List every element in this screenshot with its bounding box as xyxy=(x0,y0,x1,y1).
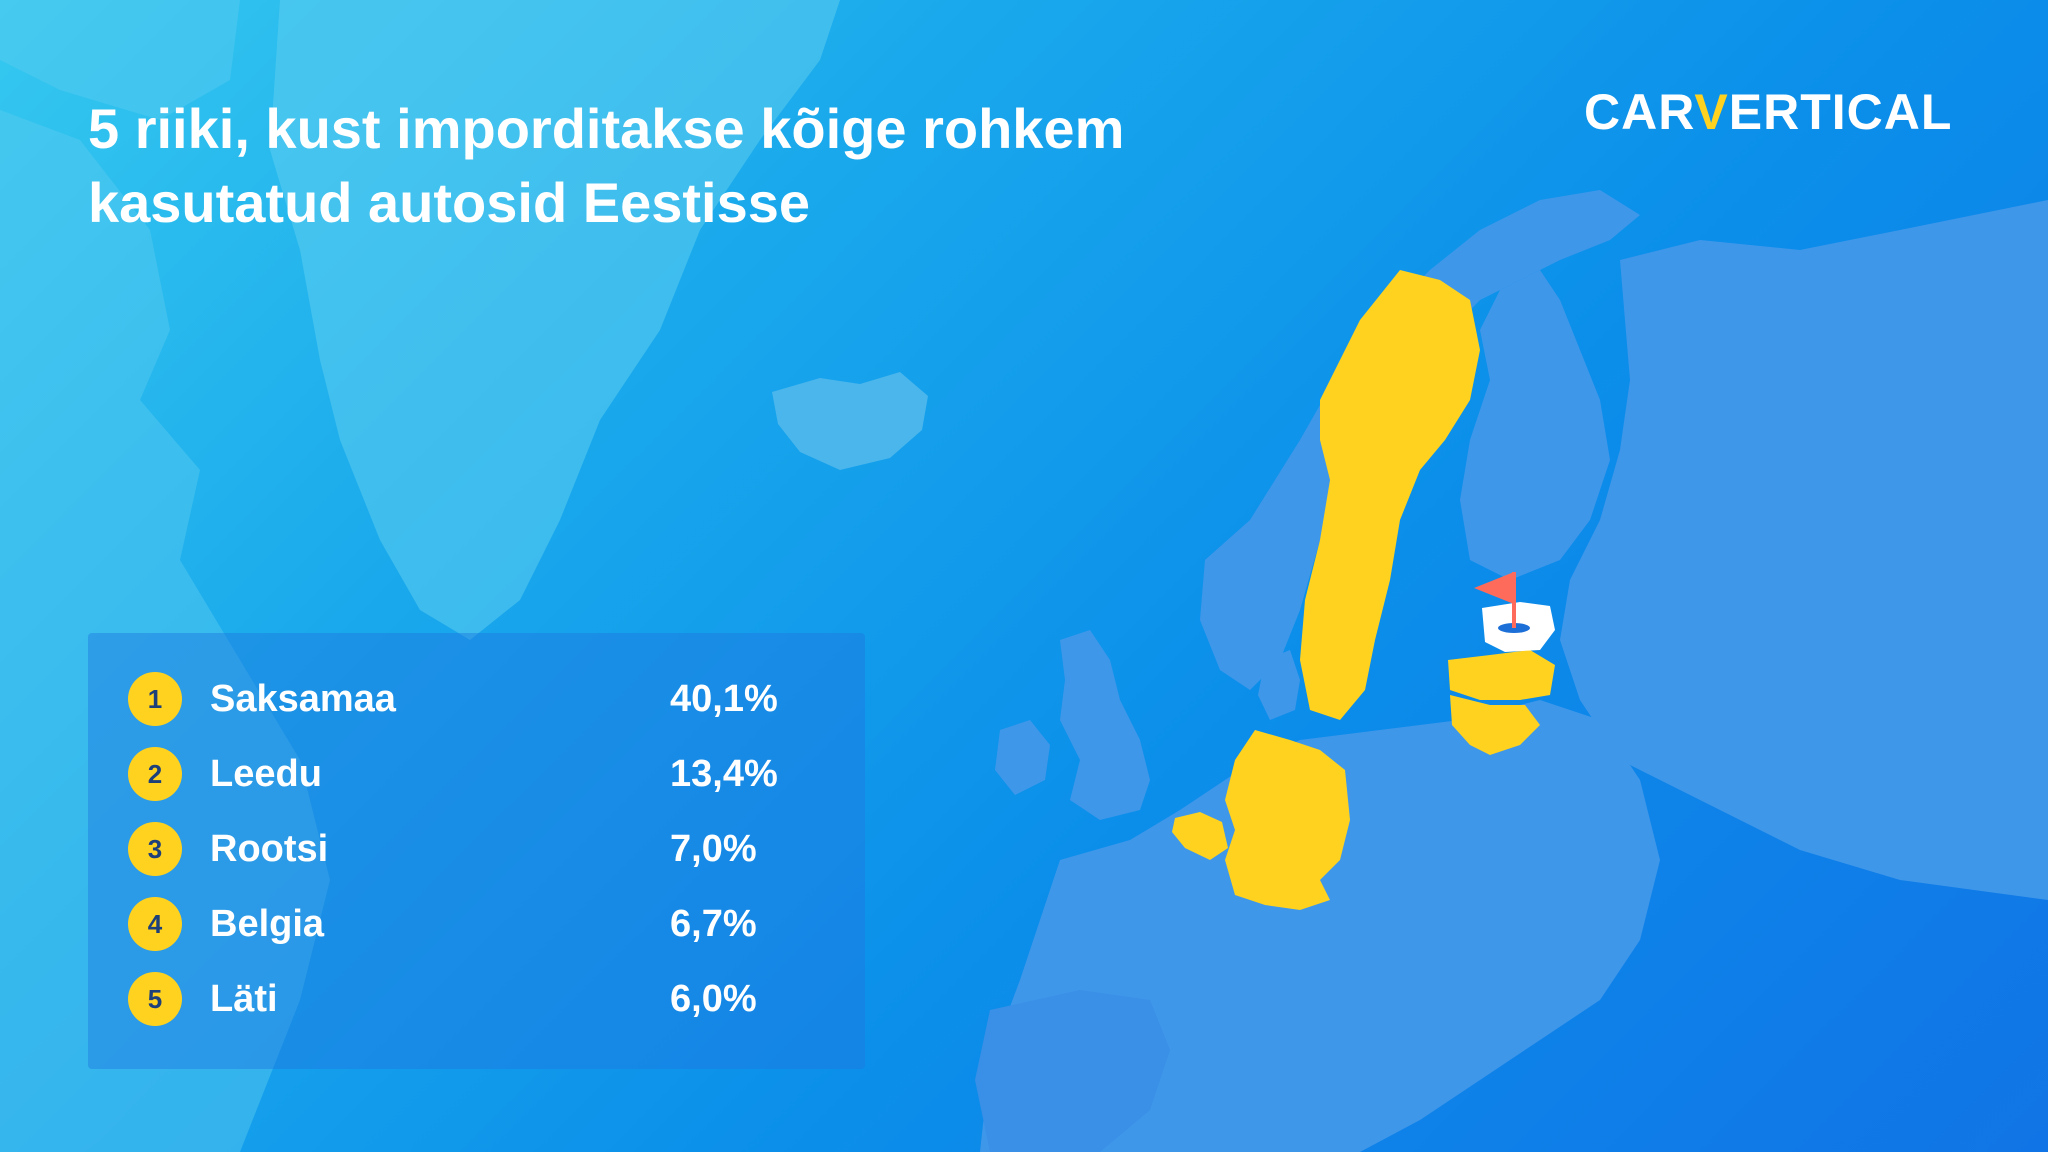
ranking-row: 1 Saksamaa 40,1% xyxy=(128,669,828,729)
norway-shape xyxy=(1200,190,1640,690)
share-value: 40,1% xyxy=(670,677,778,720)
share-value: 6,7% xyxy=(670,902,757,945)
flag-pin-icon xyxy=(1474,572,1530,633)
finland-shape xyxy=(1460,270,1610,580)
country-name: Saksamaa xyxy=(210,677,396,720)
russia-shape xyxy=(1560,200,2048,900)
arctic-islands-shape xyxy=(0,0,240,120)
iceland-shape xyxy=(772,372,928,470)
ireland-shape xyxy=(995,720,1050,795)
carvertical-logo: CARVERTICAL xyxy=(1584,84,1953,140)
country-name: Belgia xyxy=(210,902,325,945)
north-america-shape xyxy=(0,110,330,1152)
country-name: Läti xyxy=(210,977,278,1020)
belgium-shape xyxy=(1172,812,1228,860)
greenland-shape xyxy=(270,0,840,640)
rank-badge: 4 xyxy=(128,897,182,951)
country-name: Rootsi xyxy=(210,827,329,870)
lithuania-shape xyxy=(1450,695,1540,755)
rank-badge: 3 xyxy=(128,822,182,876)
sweden-shape xyxy=(1300,270,1480,720)
iberia-shape xyxy=(975,990,1170,1152)
share-value: 13,4% xyxy=(670,752,778,795)
title-line-2: kasutatud autosid Eestisse xyxy=(88,171,811,234)
ranking-panel: 1 Saksamaa 40,1% 2 Leedu 13,4% 3 Rootsi … xyxy=(88,633,865,1069)
germany-shape xyxy=(1225,730,1350,910)
uk-shape xyxy=(1060,630,1150,820)
share-value: 6,0% xyxy=(670,977,757,1020)
page-title: 5 riiki, kust imporditakse kõige rohkem … xyxy=(88,92,1288,240)
latvia-shape xyxy=(1448,650,1555,700)
ranking-row: 5 Läti 6,0% xyxy=(128,969,828,1029)
ranking-row: 4 Belgia 6,7% xyxy=(128,894,828,954)
denmark-shape xyxy=(1258,650,1300,720)
ranking-row: 2 Leedu 13,4% xyxy=(128,744,828,804)
country-name: Leedu xyxy=(210,752,322,795)
share-value: 7,0% xyxy=(670,827,757,870)
title-line-1: 5 riiki, kust imporditakse kõige rohkem xyxy=(88,97,1125,160)
rank-badge: 2 xyxy=(128,747,182,801)
rank-badge: 5 xyxy=(128,972,182,1026)
ranking-row: 3 Rootsi 7,0% xyxy=(128,819,828,879)
rank-badge: 1 xyxy=(128,672,182,726)
